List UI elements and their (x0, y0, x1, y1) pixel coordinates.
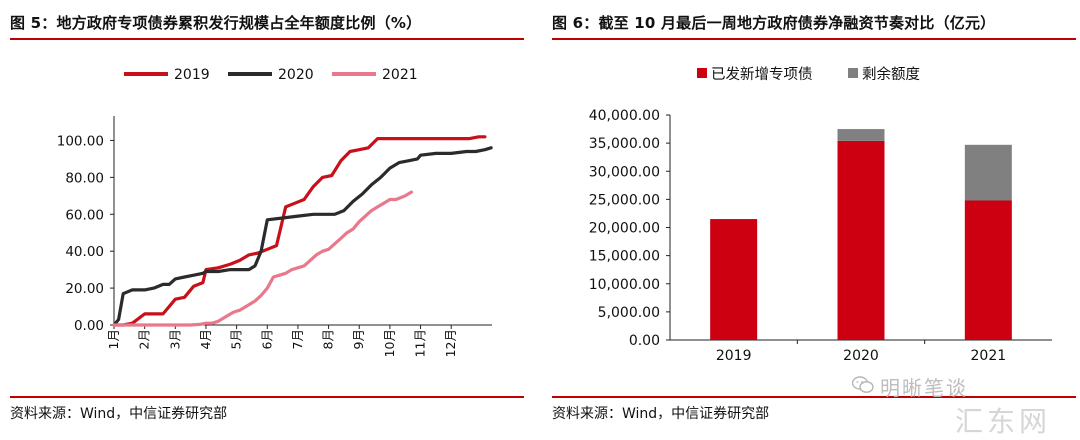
left-source-rule (10, 396, 524, 398)
y-tick-label: 0.00 (629, 333, 660, 349)
x-tick-label: 5月 (229, 329, 244, 349)
x-tick-label: 2021 (971, 348, 1007, 364)
legend-swatch-remaining (848, 68, 858, 78)
series-line-2021 (112, 190, 413, 327)
y-tick-label: 5,000.00 (598, 305, 660, 321)
x-tick-label: 10月 (382, 329, 397, 357)
watermark-account: 明晰笔谈 (880, 376, 968, 400)
bar-chart: 已发新增专项债 剩余额度 0.00 5,000.00 10,000.00 15,000.… (589, 65, 1052, 364)
wechat-icon (852, 376, 874, 393)
x-tick-label: 2020 (843, 348, 879, 364)
x-tick-label: 8月 (321, 329, 336, 349)
series-line-2020 (112, 146, 493, 327)
left-figure-panel: 图 5：地方政府专项债券累积发行规模占全年额度比例（%） 2019 2020 202… (10, 0, 524, 439)
line-chart-legend: 2019 2020 2021 (124, 67, 418, 83)
y-tick-label: 20,000.00 (589, 221, 660, 237)
line-chart-series (112, 135, 493, 327)
x-tick-label: 3月 (167, 329, 182, 349)
legend-swatch-issued (697, 68, 707, 78)
x-tick-label: 9月 (351, 329, 366, 349)
bar-chart-bars (710, 129, 1012, 340)
x-tick-label: 1月 (106, 329, 121, 349)
x-tick-label: 12月 (443, 329, 458, 357)
line-chart-axes: 0.00 20.00 40.00 60.00 80.00 100.00 1月 2月 3月 4月 5月… (57, 116, 492, 357)
right-source-note: 资料来源：Wind，中信证券研究部 (552, 406, 770, 422)
line-chart: 2019 2020 2021 0.00 20.00 40.00 60.00 80.00 100… (57, 67, 493, 357)
left-figure-title: 图 5：地方政府专项债券累积发行规模占全年额度比例（%） (10, 14, 422, 32)
x-tick-label: 4月 (198, 329, 213, 349)
x-tick-label: 2019 (716, 348, 752, 364)
legend-label-2019: 2019 (174, 67, 210, 83)
right-figure-title: 图 6：截至 10 月最后一周地方政府债券净融资节奏对比（亿元） (552, 14, 996, 32)
legend-label-remaining: 剩余额度 (862, 65, 920, 83)
bar-chart-legend: 已发新增专项债 剩余额度 (697, 65, 920, 83)
watermark-site: 汇东网 (955, 405, 1052, 438)
y-tick-label: 35,000.00 (589, 136, 660, 152)
right-source-rule (552, 396, 1076, 398)
legend-label-2020: 2020 (278, 67, 314, 83)
y-tick-label: 15,000.00 (589, 249, 660, 265)
bar-issued-2019 (710, 219, 758, 340)
bar-issued-2021 (964, 200, 1012, 340)
y-tick-label: 40.00 (65, 244, 104, 260)
y-tick-label: 10,000.00 (589, 277, 660, 293)
y-tick-label: 80.00 (65, 170, 104, 186)
y-tick-label: 30,000.00 (589, 164, 660, 180)
bar-remaining-2021 (964, 144, 1012, 201)
left-source-note: 资料来源：Wind，中信证券研究部 (10, 406, 228, 422)
y-tick-label: 40,000.00 (589, 108, 660, 124)
x-tick-label: 7月 (290, 329, 305, 349)
x-tick-label: 2月 (137, 329, 152, 349)
right-figure-panel: 图 6：截至 10 月最后一周地方政府债券净融资节奏对比（亿元） 已发新增专项债… (552, 0, 1076, 439)
x-tick-label: 11月 (413, 329, 428, 357)
legend-label-2021: 2021 (382, 67, 418, 83)
left-title-rule (10, 38, 524, 40)
series-line-2019 (112, 135, 487, 327)
x-tick-label: 6月 (259, 329, 274, 349)
legend-label-issued: 已发新增专项债 (711, 66, 813, 83)
y-tick-label: 20.00 (65, 281, 104, 297)
bar-issued-2020 (837, 140, 885, 340)
y-tick-label: 0.00 (74, 318, 104, 334)
y-tick-label: 60.00 (65, 207, 104, 223)
y-tick-label: 100.00 (57, 133, 104, 149)
bar-remaining-2020 (837, 129, 885, 141)
right-title-rule (552, 38, 1076, 40)
y-tick-label: 25,000.00 (589, 192, 660, 208)
